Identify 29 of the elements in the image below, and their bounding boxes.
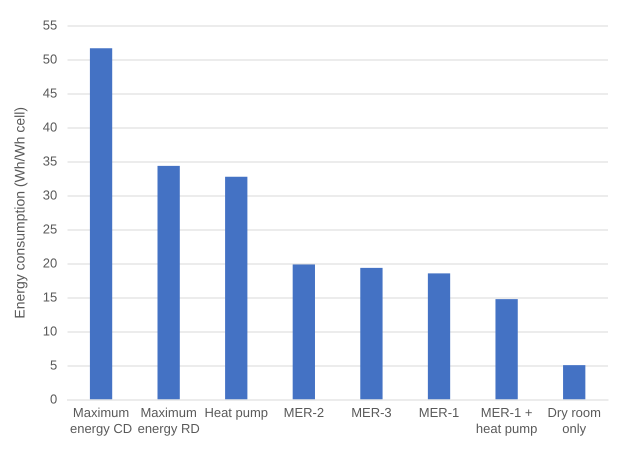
bar (563, 365, 586, 400)
bar (157, 166, 180, 400)
x-tick-label: Maximum energy RD (138, 405, 200, 436)
x-tick-label: MER-1 + heat pump (476, 405, 538, 436)
x-tick-label: Dry room only (547, 405, 601, 436)
y-tick-label: 20 (42, 255, 58, 270)
x-tick-label: Maximum energy CD (70, 405, 132, 436)
y-tick-label: 30 (42, 187, 58, 202)
y-tick-label: 40 (42, 119, 58, 134)
y-tick-label: 10 (42, 323, 58, 338)
bar (360, 268, 383, 400)
y-tick-label: 55 (42, 17, 58, 32)
bar (292, 264, 315, 400)
x-tick-label: MER-3 (351, 405, 392, 420)
bar (495, 299, 518, 400)
y-tick-label: 45 (42, 85, 58, 100)
bar (90, 48, 112, 400)
y-tick-label: 0 (50, 391, 58, 406)
x-tick-label: MER-1 (418, 405, 460, 420)
x-tick-label: MER-2 (284, 405, 324, 420)
y-tick-label: 5 (50, 357, 58, 372)
y-axis-title: Energy consumption (Wh/Wh cell) (11, 106, 28, 319)
bar (428, 273, 450, 400)
y-tick-label: 15 (42, 289, 58, 304)
x-tick-label: Heat pump (204, 405, 268, 420)
y-tick-label: 35 (42, 153, 58, 168)
y-tick-label: 50 (42, 51, 58, 66)
y-tick-label: 25 (42, 221, 58, 236)
bar (225, 176, 248, 400)
